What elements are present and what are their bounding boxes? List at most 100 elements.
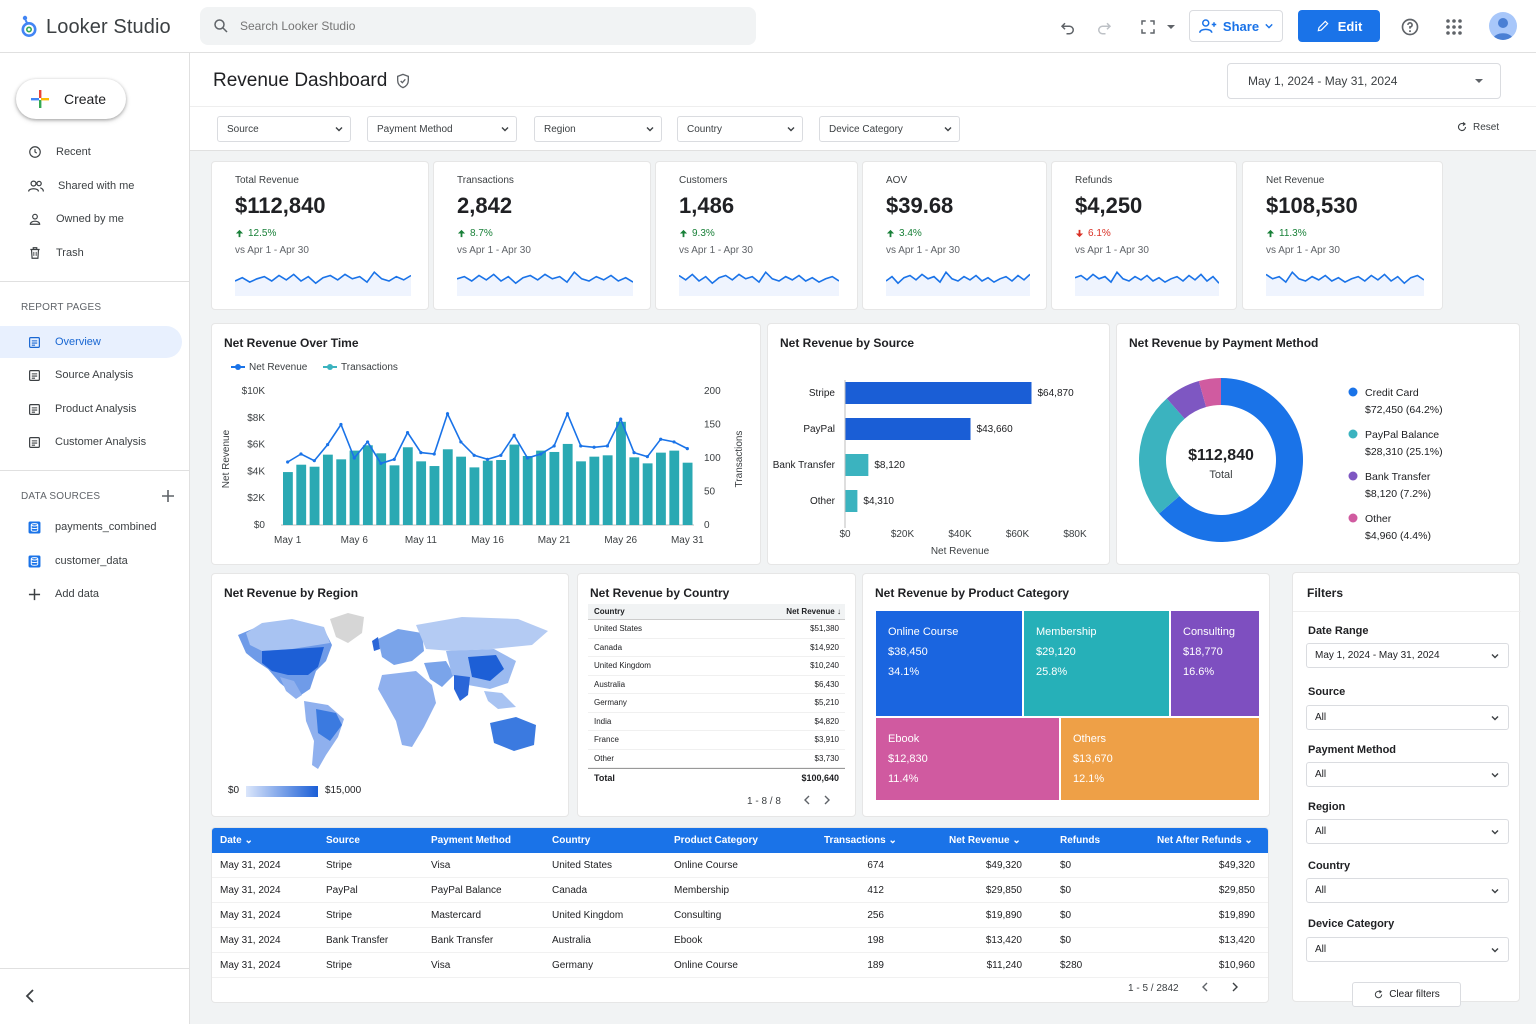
table-row[interactable]: May 31, 2024 Stripe Mastercard United Kingd… [212, 903, 1268, 928]
world-map[interactable] [232, 605, 552, 775]
add-data-button[interactable]: Add data [0, 578, 182, 610]
product-treemap[interactable]: Online Course $38,450 34.1% Membership $… [875, 610, 1260, 801]
kpi-card-net-revenue[interactable]: Net Revenue $108,530 11.3% vs Apr 1 - Ap… [1242, 161, 1443, 310]
clear-filters-label: Clear filters [1389, 989, 1440, 1000]
next-page-icon[interactable] [823, 795, 831, 808]
table-row[interactable]: May 31, 2024 Stripe Visa Germany Online Cour… [212, 953, 1268, 978]
kpi-change: 12.5% [235, 228, 276, 239]
kpi-card-transactions[interactable]: Transactions 2,842 8.7% vs Apr 1 - Apr 3… [433, 161, 651, 310]
table-row[interactable]: United States $51,380 [588, 620, 845, 639]
dropdown-label: Region [544, 123, 576, 135]
kpi-card-total-revenue[interactable]: Total Revenue $112,840 12.5% vs Apr 1 - … [211, 161, 429, 310]
table-row[interactable]: May 31, 2024 PayPal PayPal Balance Canada Me… [212, 878, 1268, 903]
column-header-payment-method[interactable]: Payment Method [431, 828, 511, 853]
sidebar-item-source-analysis[interactable]: Source Analysis [0, 359, 182, 391]
sidebar-item-customer-analysis[interactable]: Customer Analysis [0, 426, 182, 458]
table-row[interactable]: United Kingdom $10,240 [588, 657, 845, 676]
treemap-cell-ebook[interactable]: Ebook $12,830 11.4% [875, 717, 1060, 801]
table-row[interactable]: Australia $6,430 [588, 676, 845, 694]
table-row[interactable]: May 31, 2024 Bank Transfer Bank Transfer Au… [212, 928, 1268, 953]
sidebar-item-owned[interactable]: Owned by me [0, 203, 182, 235]
net-revenue-point [645, 455, 649, 459]
filter-label-device-category: Device Category [1308, 918, 1395, 930]
data-source-customer[interactable]: customer_data [0, 545, 182, 577]
column-header-transactions[interactable]: Transactions ⌄ [824, 828, 897, 853]
avatar[interactable] [1489, 12, 1517, 40]
table-row[interactable]: Germany $5,210 [588, 694, 845, 713]
treemap-cell-online-course[interactable]: Online Course $38,450 34.1% [875, 610, 1023, 717]
sidebar-item-trash[interactable]: Trash [0, 237, 182, 269]
data-source-payments[interactable]: payments_combined [0, 511, 182, 543]
column-header-source[interactable]: Source [326, 828, 360, 853]
kpi-card-customers[interactable]: Customers 1,486 9.3% vs Apr 1 - Apr 30 [655, 161, 858, 310]
treemap-cell-others[interactable]: Others $13,670 12.1% [1060, 717, 1260, 801]
net-revenue-by-payment-chart[interactable]: $112,840 Total Credit Card $72,450 (64.2%) P… [1116, 360, 1520, 560]
app-logo[interactable]: Looker Studio [20, 14, 171, 40]
create-button[interactable]: Create [16, 79, 126, 119]
filter-device-category-select[interactable]: All [1306, 937, 1509, 962]
treemap-cell-membership[interactable]: Membership $29,120 25.8% [1023, 610, 1170, 717]
column-header-product-category[interactable]: Product Category [674, 828, 758, 853]
column-header-refunds[interactable]: Refunds [1060, 828, 1100, 853]
kpi-change: 11.3% [1266, 228, 1307, 239]
undo-icon[interactable] [1055, 14, 1081, 40]
x-tick-label: $0 [839, 529, 851, 540]
filter-payment-method-select[interactable]: All [1306, 762, 1509, 787]
edit-button[interactable]: Edit [1298, 10, 1380, 42]
filter-region-select[interactable]: All [1306, 819, 1509, 844]
collapse-sidebar-icon[interactable] [23, 988, 37, 1009]
filter-source-select[interactable]: All [1306, 705, 1509, 730]
column-header-net-revenue[interactable]: Net Revenue ⌄ [949, 828, 1021, 853]
table-row[interactable]: India $4,820 [588, 713, 845, 731]
region-filter-dropdown[interactable]: Region [534, 116, 662, 142]
clear-filters-button[interactable]: Clear filters [1352, 982, 1461, 1007]
prev-page-icon[interactable] [803, 795, 811, 808]
net-revenue-point [499, 453, 503, 457]
chevron-down-icon [1491, 888, 1499, 893]
sidebar-item-shared[interactable]: Shared with me [0, 170, 182, 202]
filter-date-range-select[interactable]: May 1, 2024 - May 31, 2024 [1306, 643, 1509, 668]
sidebar-item-overview[interactable]: Overview [0, 326, 182, 358]
table-row[interactable]: Canada $14,920 [588, 639, 845, 657]
table-row[interactable]: Other $3,730 [588, 750, 845, 768]
shield-icon[interactable] [395, 73, 411, 89]
net-revenue-over-time-chart[interactable]: Net Revenue Transactions $0 $2K $4K $6K $8K $10… [211, 355, 761, 560]
table-row[interactable]: France $3,910 [588, 731, 845, 750]
sidebar-item-product-analysis[interactable]: Product Analysis [0, 393, 182, 425]
table-row[interactable]: May 31, 2024 Stripe Visa United States Onlin… [212, 853, 1268, 878]
country-filter-dropdown[interactable]: Country [677, 116, 803, 142]
treemap-cell-consulting[interactable]: Consulting $18,770 16.6% [1170, 610, 1260, 717]
next-page-icon[interactable] [1231, 982, 1239, 995]
column-header-net-revenue[interactable]: Net Revenue ↓ [786, 607, 841, 616]
column-header-country[interactable]: Country [552, 828, 590, 853]
date-range-picker[interactable]: May 1, 2024 - May 31, 2024 [1227, 63, 1501, 99]
filter-country-select[interactable]: All [1306, 878, 1509, 903]
help-icon[interactable] [1397, 14, 1423, 40]
redo-icon[interactable] [1091, 14, 1117, 40]
prev-page-icon[interactable] [1201, 982, 1209, 995]
apps-grid-icon[interactable] [1441, 14, 1467, 40]
reset-button[interactable]: Reset [1456, 121, 1499, 133]
search-box[interactable] [200, 7, 756, 45]
cell-name: Membership [1036, 626, 1097, 638]
page-title: Revenue Dashboard [213, 70, 411, 92]
source-filter-dropdown[interactable]: Source [217, 116, 351, 142]
column-header-date[interactable]: Date ⌄ [220, 828, 253, 853]
column-header-country[interactable]: Country [594, 607, 625, 616]
device-category-filter-dropdown[interactable]: Device Category [819, 116, 960, 142]
search-input[interactable] [240, 19, 720, 33]
add-data-source-icon[interactable] [161, 489, 175, 508]
payment-method-filter-dropdown[interactable]: Payment Method [367, 116, 517, 142]
kpi-card-refunds[interactable]: Refunds $4,250 6.1% vs Apr 1 - Apr 30 [1051, 161, 1237, 310]
kpi-card-aov[interactable]: AOV $39.68 3.4% vs Apr 1 - Apr 30 [862, 161, 1047, 310]
sidebar-item-recent[interactable]: Recent [0, 136, 182, 168]
net-revenue-by-source-chart[interactable]: Stripe $64,870 PayPal $43,660 Bank Transfer $… [767, 360, 1110, 560]
column-header-net-after-refunds[interactable]: Net After Refunds ⌄ [1157, 828, 1253, 853]
cell-percent: 12.1% [1073, 773, 1105, 785]
chevron-down-icon [501, 127, 509, 132]
table-cell: May 31, 2024 [220, 960, 281, 971]
view-mode-dropdown-icon[interactable] [1160, 14, 1182, 40]
table-cell: Ebook [674, 935, 703, 946]
share-button[interactable]: Share [1189, 10, 1283, 42]
fullscreen-icon[interactable] [1135, 14, 1161, 40]
